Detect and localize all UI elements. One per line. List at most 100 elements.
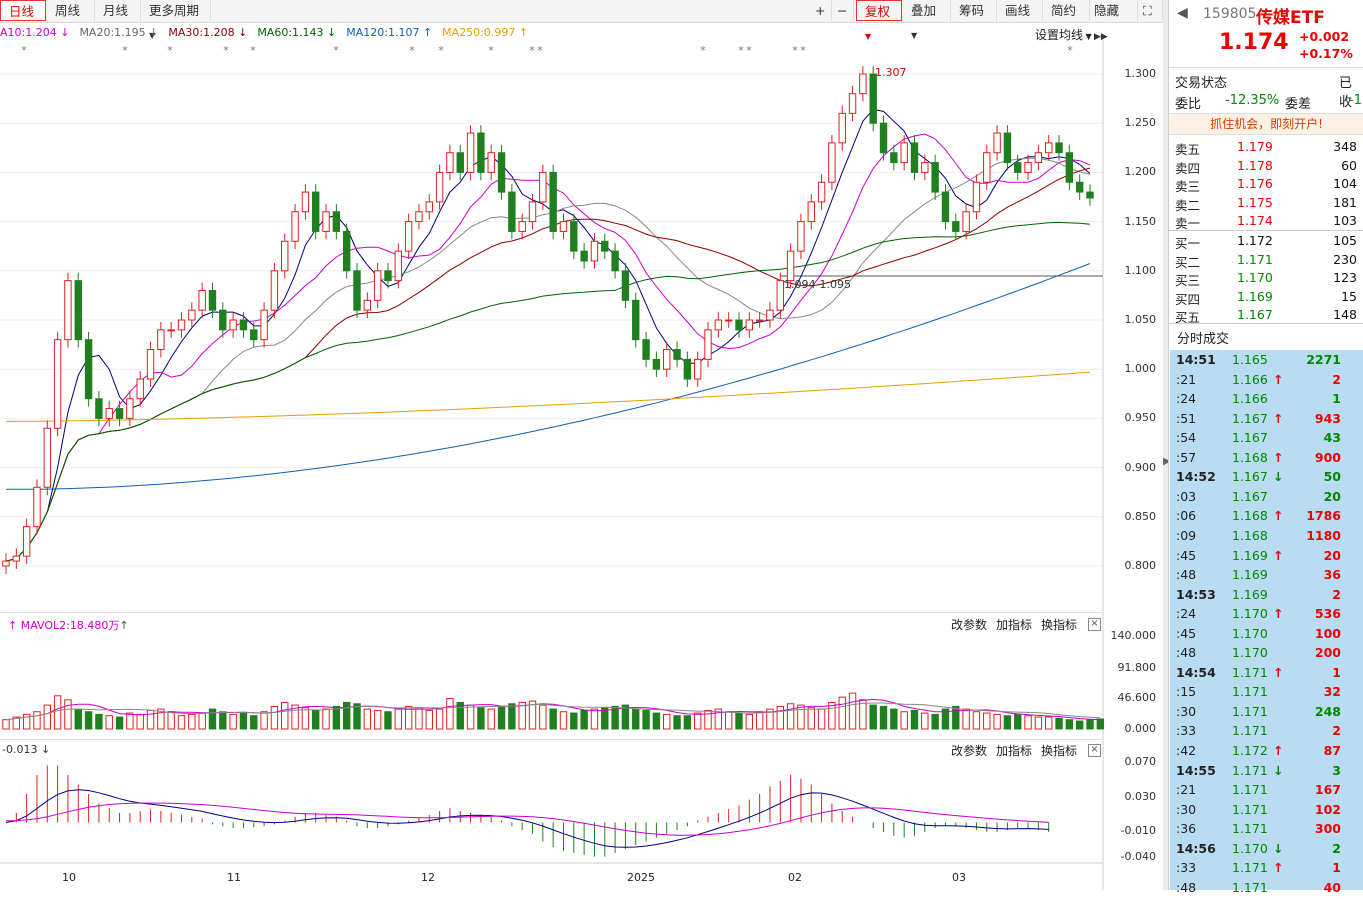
zoom-in-button[interactable]: + [810,0,832,21]
ma-legend: A10:1.204 ↓ MA20:1.195 ↓ MA30:1.208 ↓ MA60:… [0,26,538,39]
candle-body [1014,162,1022,173]
candle-body [879,122,888,154]
edit-params-button[interactable]: 改参数 [951,618,988,632]
axis-tick-label: 1.250 [1124,116,1157,130]
volume-bar [95,713,103,730]
tick-direction-icon: ↑ [1273,508,1284,524]
panel-splitter[interactable]: ▶ [1163,0,1171,890]
bid-volume: 15 [1341,288,1357,304]
collapse-arrow-icon[interactable]: ▶ [1163,456,1171,467]
ask-row[interactable]: 卖三 1.176 104 [1175,176,1361,195]
volume-bar [559,711,568,730]
candle-body [157,329,165,351]
tick-list[interactable]: 14:51 1.165 2271:21 1.166 ↑ 2:24 1.166 1:51 1.16… [1170,350,1363,895]
weicha-label: 委差 [1285,97,1312,112]
edit-params-button[interactable]: 改参数 [951,744,988,758]
bid-row[interactable]: 买五 1.167 148 [1175,307,1361,326]
simple-button[interactable]: 简约 [1043,0,1090,21]
draw-line-button[interactable]: 画线 [997,0,1043,21]
tick-direction-icon: ↑ [1273,860,1284,876]
ask-row[interactable]: 卖四 1.178 60 [1175,158,1361,177]
tick-price: 1.167 [1232,488,1268,504]
ask-price: 1.178 [1237,157,1273,173]
kline-chart[interactable]: * * * * * * * * * * * * * * * * * [0,40,1163,890]
expand-icon[interactable]: ⛶ [1138,0,1163,21]
tick-direction-icon: ↑ [1273,743,1284,758]
volume-bar [239,712,248,730]
volume-bar [301,707,310,730]
promo-banner[interactable]: 抓住机会，即刻开户! [1169,113,1363,135]
volume-bar [394,708,403,730]
add-indicator-button[interactable]: 加指标 [996,744,1033,758]
tab-weekly[interactable]: 周线 [47,0,95,21]
bid-row[interactable]: 买二 1.171 230 [1175,252,1361,271]
last-price: 1.174 [1219,30,1289,55]
volume-bar [590,708,599,730]
axis-tick-label: -0.010 [1120,824,1156,838]
volume-bar [807,707,815,730]
volume-bar [714,708,723,730]
tick-price: 1.170 [1232,840,1268,856]
close-icon[interactable]: × [1088,618,1101,631]
candle-body [363,299,372,311]
set-ma-button[interactable]: 设置均线 ▼ [1035,28,1092,42]
tick-time: :30 [1176,801,1197,817]
tick-volume: 200 [1314,645,1341,661]
volume-bar [724,711,733,730]
ask-row[interactable]: 卖五 1.179 348 [1175,139,1361,158]
candle-body [859,73,867,95]
date-tick-label: 11 [227,871,241,884]
candle-body [497,152,506,193]
tick-row: :51 1.167 ↑ 943 [1170,411,1363,431]
tab-more-periods[interactable]: 更多周期 ▼ [141,0,211,40]
close-icon[interactable]: × [1088,744,1101,757]
volume-bar [342,701,351,730]
candle-body [1086,191,1094,199]
tick-volume: 1 [1332,860,1341,876]
volume-bar [456,701,464,730]
tick-direction-icon: ↓ [1273,840,1284,856]
tab-monthly[interactable]: 月线 [95,0,141,21]
hide-button[interactable]: 隐藏 ▶▶ [1090,0,1138,42]
tab-daily[interactable]: 日线 [0,0,46,21]
axis-tick-label: 1.050 [1124,313,1157,326]
ask-row[interactable]: 卖二 1.175 181 [1175,195,1361,214]
tick-time: :33 [1176,723,1197,739]
candle-body [435,171,444,203]
candle-body [1003,132,1012,164]
dropdown-icon: ▼ [1083,32,1092,41]
candle-body [652,358,661,370]
add-indicator-button[interactable]: 加指标 [996,618,1033,632]
tick-time: :21 [1176,782,1197,798]
switch-indicator-button[interactable]: 换指标 [1041,744,1078,758]
tick-volume: 87 [1323,743,1341,758]
tick-volume: 36 [1323,567,1341,583]
axis-tick-label: -0.040 [1120,850,1156,863]
bid-row[interactable]: 买四 1.169 15 [1175,289,1361,308]
candle-body [580,250,588,262]
ask-row[interactable]: 卖一 1.174 103 [1175,213,1361,232]
candle-body [962,211,970,232]
bid-row[interactable]: 买三 1.170 123 [1175,270,1361,289]
zoom-out-button[interactable]: − [832,0,854,21]
overlay-button[interactable]: 叠加 ▼ [903,0,951,40]
volume-bar [890,708,898,730]
volume-bar [755,711,764,730]
tick-direction-icon: ↑ [1273,371,1284,387]
tick-volume: 50 [1323,469,1341,485]
candle-body [539,171,547,203]
back-arrow-icon[interactable]: ◀ [1177,5,1188,21]
tick-row: :30 1.171 248 [1170,704,1363,724]
tick-row: :45 1.170 100 [1170,626,1363,646]
adjust-button[interactable]: 复权 ▼ [856,0,902,41]
tick-time: :42 [1176,743,1197,758]
volume-bar [22,713,31,730]
bid-row[interactable]: 买一 1.172 105 [1175,233,1361,252]
volume-bar [776,705,784,730]
tick-volume: 2 [1332,840,1341,856]
tick-volume: 2 [1332,371,1341,387]
chip-button[interactable]: 筹码 [951,0,997,21]
switch-indicator-button[interactable]: 换指标 [1041,618,1078,632]
candle-body [1045,142,1053,154]
candle-body [291,211,299,242]
